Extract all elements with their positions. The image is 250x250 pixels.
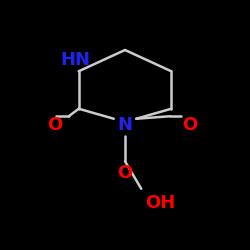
Text: HN: HN xyxy=(60,51,90,69)
Text: O: O xyxy=(48,116,62,134)
Text: O: O xyxy=(182,116,198,134)
Text: N: N xyxy=(118,116,132,134)
Text: O: O xyxy=(118,164,132,182)
Text: OH: OH xyxy=(145,194,175,212)
